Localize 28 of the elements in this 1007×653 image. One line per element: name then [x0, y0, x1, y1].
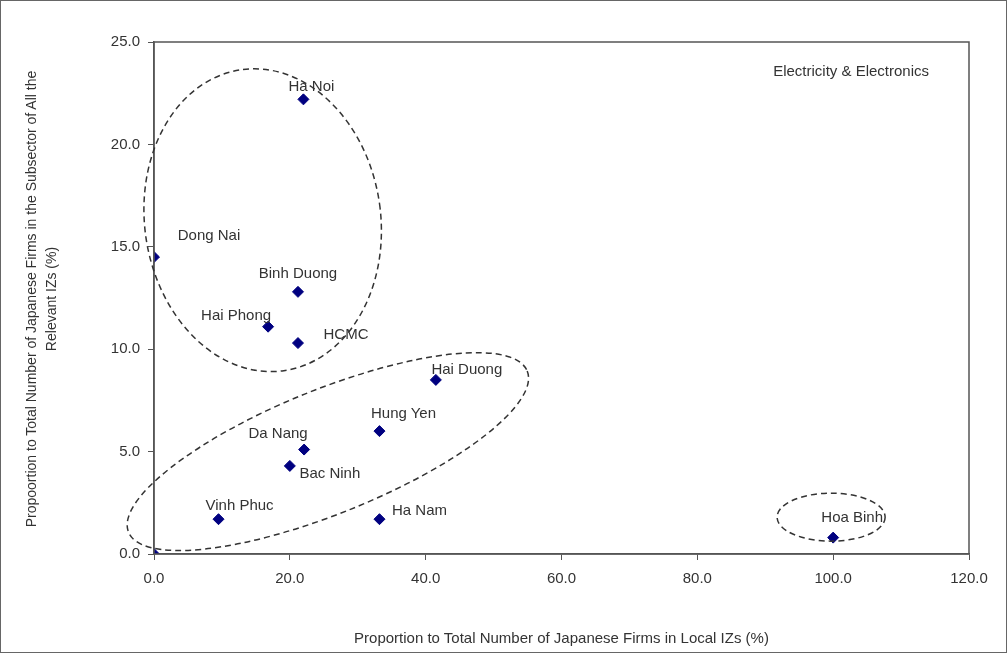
y-tick-label: 20.0: [110, 134, 140, 152]
y-tick-label: 15.0: [110, 236, 140, 254]
annotation: Ha Nam: [391, 501, 447, 519]
x-tick-label: 80.0: [682, 569, 712, 587]
y-tick-label: 25.0: [110, 32, 140, 50]
annotation: Binh Duong: [258, 264, 338, 281]
annotation: Hoa Binh: [821, 507, 884, 525]
x-tick-label: 120.0: [950, 569, 988, 587]
annotation: Da Nang: [248, 423, 308, 441]
y-tick-label: 5.0: [119, 441, 140, 459]
y-axis-title: Propoortion to Total Number of Japanese Firms in the Subsector of All the Relevant IZs (%): [22, 69, 60, 530]
y-tick-label: 10.0: [110, 339, 140, 357]
x-tick-label: 40.0: [411, 569, 441, 587]
x-tick-label: 20.0: [275, 569, 305, 587]
annotation: Vinh Phuc: [205, 496, 275, 514]
x-tick-label: 60.0: [546, 569, 577, 587]
annotation: Bac Ninh: [299, 464, 361, 482]
annotation: HCMC: [323, 325, 369, 343]
annotation: Ha Noi: [288, 77, 335, 95]
annotation: Dong Nai: [177, 226, 241, 244]
annotation: Hai Duong: [431, 360, 503, 378]
x-tick-label: 0.0: [143, 569, 165, 587]
annotation: Hung Yen: [370, 404, 437, 422]
annotation: Electricity & Electronics: [773, 62, 929, 80]
x-tick-label: 100.0: [814, 569, 852, 587]
y-tick-label: 0.0: [119, 544, 140, 562]
annotation: Hai Phong: [201, 305, 272, 323]
x-axis-title: Proportion to Total Number of Japanese Firms in Local IZs (%): [354, 629, 769, 647]
